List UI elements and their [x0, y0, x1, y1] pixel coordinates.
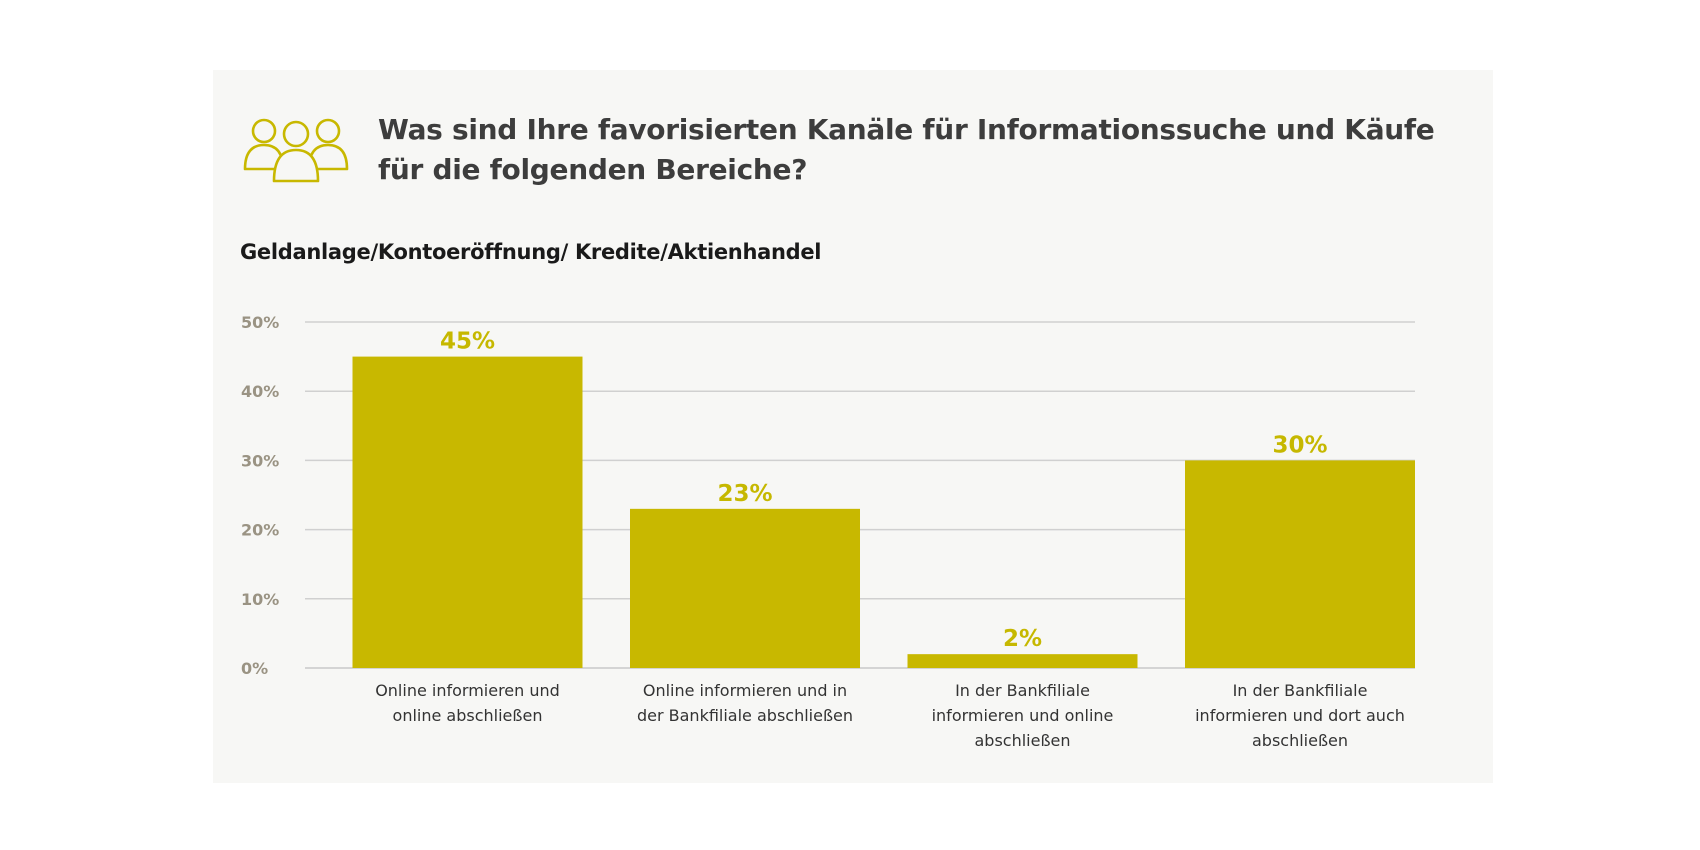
y-tick-label: 0%: [241, 659, 268, 678]
bar-chart: 0% 10% 20% 30% 40% 50% 45% 23% 2% 30% Online inf…: [241, 313, 1415, 750]
y-axis-ticks: 0% 10% 20% 30% 40% 50%: [241, 313, 279, 678]
x-tick-label: In der Bankfiliale informieren und dort a…: [1195, 681, 1405, 750]
data-label: 23%: [717, 481, 772, 507]
bar: [630, 508, 860, 668]
people-group-icon: [243, 118, 349, 183]
y-tick-label: 40%: [241, 382, 279, 401]
data-label: 2%: [1003, 626, 1042, 652]
y-tick-label: 10%: [241, 590, 279, 609]
y-tick-label: 30%: [241, 451, 279, 470]
data-label: 45%: [440, 329, 495, 355]
y-tick-label: 50%: [241, 313, 279, 332]
page-title: Was sind Ihre favorisierten Kanäle für I…: [378, 113, 1435, 186]
x-tick-label: Online informieren und in der Bankfiliale…: [637, 681, 853, 725]
x-tick-label: Online informieren und online abschließen: [375, 681, 560, 725]
bar: [907, 654, 1138, 668]
x-tick-label: In der Bankfiliale informieren und online…: [932, 681, 1114, 750]
data-label: 30%: [1272, 432, 1327, 458]
bar: [352, 356, 583, 668]
chart-title: Geldanlage/Kontoeröffnung/ Kredite/Aktie…: [240, 240, 822, 264]
data-labels: 45% 23% 2% 30%: [440, 329, 1328, 653]
bars: [352, 356, 1415, 668]
chart-card: Was sind Ihre favorisierten Kanäle für I…: [213, 70, 1493, 783]
x-axis-labels: Online informieren und online abschließen…: [375, 681, 1405, 750]
y-tick-label: 20%: [241, 521, 279, 540]
bar: [1185, 460, 1415, 668]
